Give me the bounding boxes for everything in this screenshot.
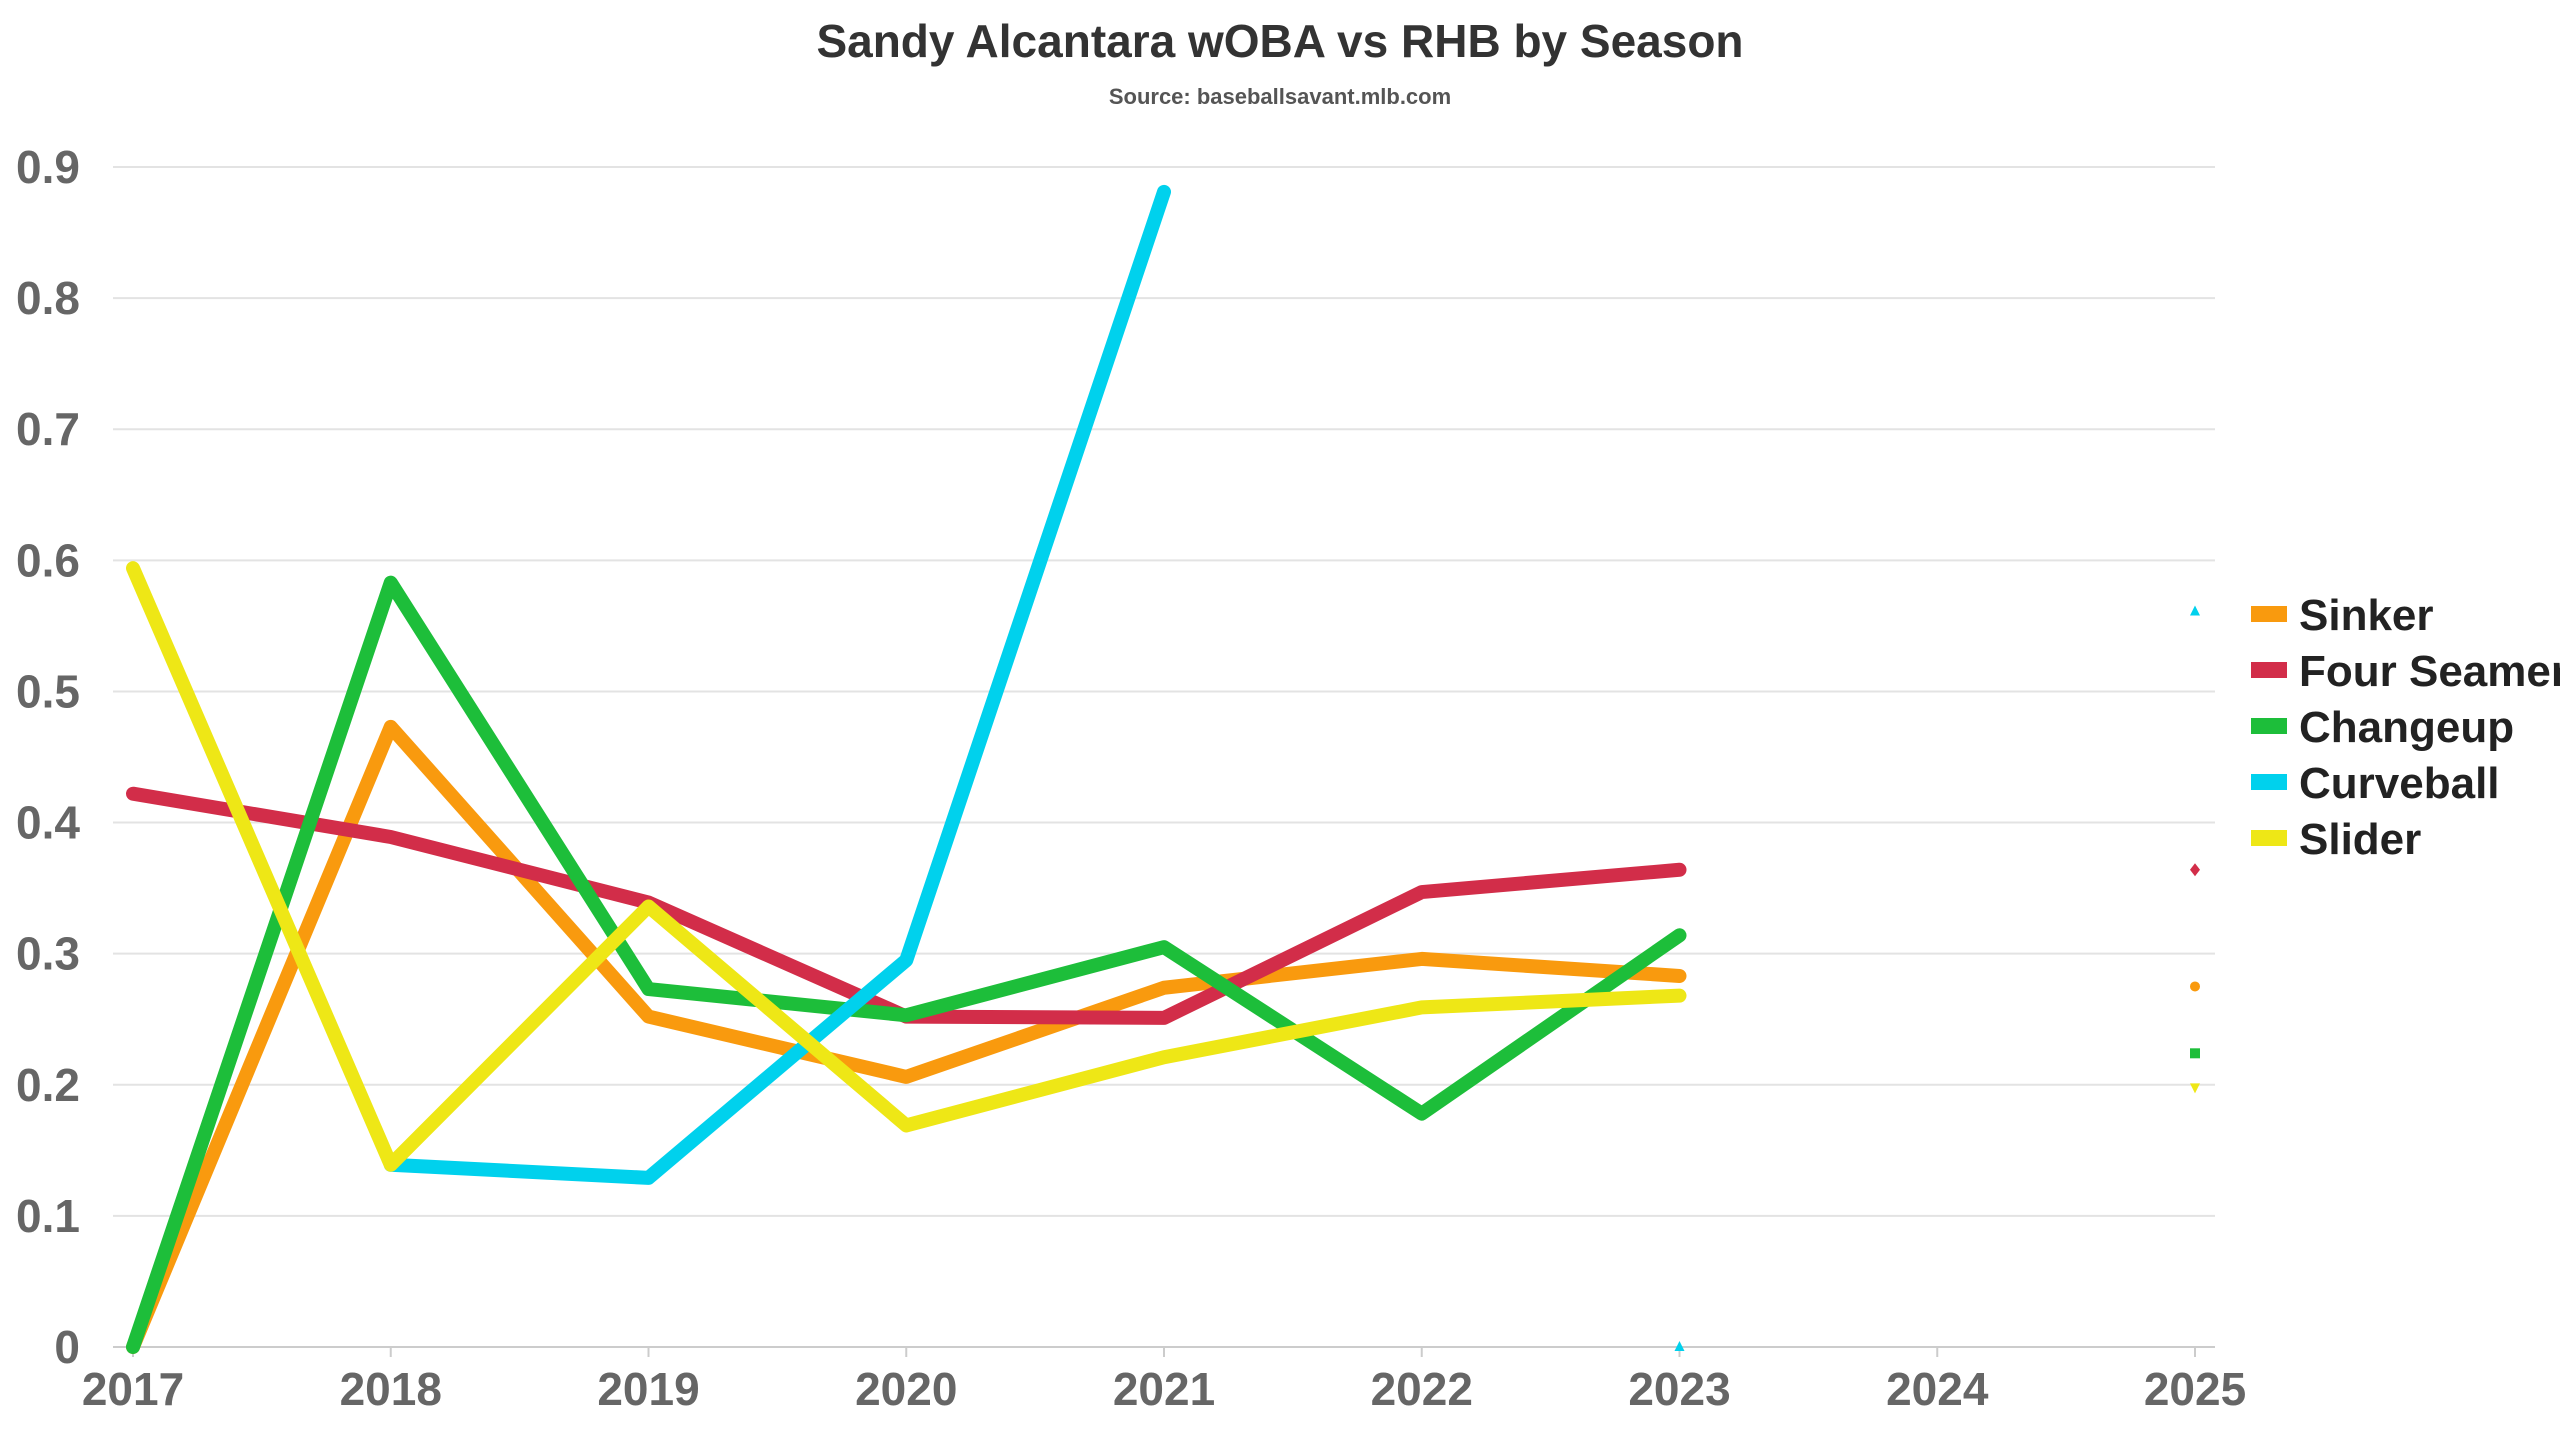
x-tick-label: 2022	[1371, 1363, 1473, 1415]
x-tick-label: 2024	[1886, 1363, 1989, 1415]
legend-label: Four Seamer	[2299, 647, 2560, 696]
y-tick-label: 0.7	[16, 403, 80, 455]
series-line-curveball	[383, 184, 1171, 1185]
chart-subtitle: Source: baseballsavant.mlb.com	[1108, 84, 1452, 109]
legend-label: Sinker	[2299, 591, 2434, 640]
x-tick-label: 2018	[340, 1363, 442, 1415]
series-lines	[126, 184, 1687, 1354]
y-axis: 0 0.1 0.2 0.3 0.4 0.5 0.6 0.7 0.8 0.9	[16, 141, 80, 1373]
x-tick-label: 2019	[597, 1363, 699, 1415]
y-tick-label: 0.9	[16, 141, 80, 193]
y-tick-label: 0.5	[16, 665, 80, 717]
chart-title: Sandy Alcantara wOBA vs RHB by Season	[816, 15, 1744, 67]
data-point	[1674, 1341, 1685, 1351]
legend-label: Changeup	[2299, 703, 2514, 752]
y-tick-label: 0	[54, 1321, 80, 1373]
data-point	[2190, 981, 2200, 992]
legend-swatch	[2251, 718, 2287, 734]
y-tick-label: 0.1	[16, 1190, 80, 1242]
y-tick-label: 0.8	[16, 272, 80, 324]
x-tick-label: 2017	[82, 1363, 184, 1415]
legend-label: Slider	[2299, 815, 2421, 864]
x-tick-label: 2021	[1113, 1363, 1215, 1415]
series-line-slider	[126, 561, 1687, 1172]
legend: Sinker Four Seamer Changeup Curveball Slider	[2251, 591, 2560, 864]
y-tick-label: 0.6	[16, 534, 80, 586]
series-line-sinker	[126, 719, 1687, 1354]
legend-swatch	[2251, 606, 2287, 622]
y-tick-label: 0.3	[16, 928, 80, 980]
data-point	[2190, 1083, 2200, 1094]
series-line-changeup	[126, 575, 1687, 1354]
data-point	[2190, 1048, 2200, 1059]
x-tick-label: 2023	[1628, 1363, 1730, 1415]
y-tick-label: 0.4	[16, 797, 80, 849]
y-tick-label: 0.2	[16, 1059, 80, 1111]
x-tick-label: 2020	[855, 1363, 957, 1415]
data-point	[2190, 605, 2200, 616]
legend-label: Curveball	[2299, 759, 2500, 808]
x-axis: 2017 2018 2019 2020 2021 2022 2023 2024 2025	[82, 1347, 2246, 1415]
series-points	[1674, 605, 2200, 1351]
data-point	[2190, 863, 2200, 877]
legend-swatch	[2251, 662, 2287, 678]
legend-swatch	[2251, 774, 2287, 790]
legend-swatch	[2251, 830, 2287, 846]
series-line-four-seamer	[126, 786, 1687, 1025]
x-tick-label: 2025	[2144, 1363, 2246, 1415]
